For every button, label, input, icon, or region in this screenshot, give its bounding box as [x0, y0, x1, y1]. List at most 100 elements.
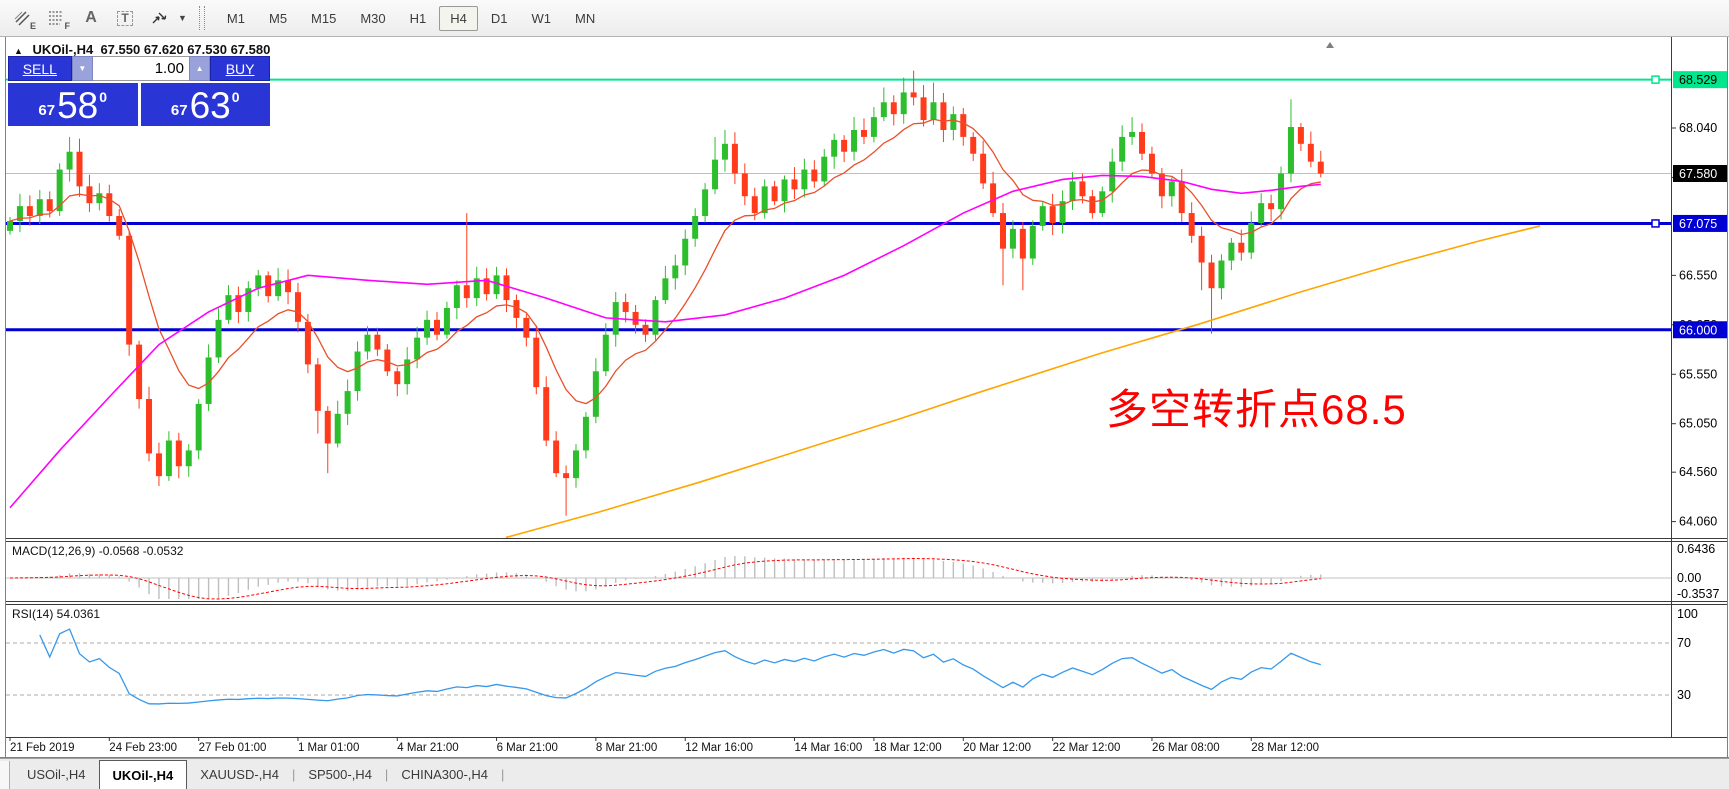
macd-indicator-label: MACD(12,26,9) -0.0568 -0.0532 — [12, 544, 184, 558]
tf-button-h4[interactable]: H4 — [439, 5, 478, 31]
price-badge-label: 67.580 — [1679, 167, 1717, 181]
volume-decrease-button[interactable]: ▼ — [71, 56, 93, 81]
price-tick-label: 68.040 — [1679, 121, 1717, 135]
candle-body — [354, 351, 361, 392]
rsi-axis-label: 30 — [1677, 688, 1691, 702]
candle-body — [185, 450, 192, 467]
candle-body — [165, 440, 172, 477]
buy-price-box[interactable]: 67 63 0 — [140, 83, 270, 126]
tab-china300[interactable]: CHINA300-,H4 — [401, 766, 489, 782]
candle-body — [205, 357, 212, 404]
candle-body — [1049, 206, 1056, 223]
candle-body — [1000, 213, 1006, 249]
candle-body — [761, 186, 768, 214]
tab-usoil[interactable]: USOil-,H4 — [27, 766, 86, 782]
candle-body — [672, 265, 679, 279]
tf-button-m5[interactable]: M5 — [268, 10, 288, 26]
chart-canvas[interactable]: 68.04067.54066.55066.05065.55065.05064.5… — [0, 37, 1729, 758]
candle-body — [453, 285, 460, 308]
candle-body — [860, 129, 867, 137]
macd-axis-label: 0.00 — [1677, 571, 1701, 585]
tab-ukoil[interactable]: UKOil-,H4 — [98, 760, 188, 789]
rsi-line — [39, 628, 1321, 705]
tf-button-d1[interactable]: D1 — [490, 10, 508, 26]
candle-body — [1317, 161, 1324, 174]
sell-button[interactable]: SELL — [8, 56, 72, 81]
candle-body — [990, 183, 997, 214]
arrows-dropdown-caret[interactable]: ▼ — [178, 13, 187, 23]
candle-body — [404, 359, 411, 385]
text-tool-icon[interactable]: A — [76, 5, 106, 31]
tab-sp500[interactable]: SP500-,H4 — [308, 766, 372, 782]
candle-body — [781, 179, 788, 202]
candle-body — [473, 278, 480, 299]
candle-body — [1009, 228, 1016, 249]
candle-body — [155, 453, 162, 477]
volume-input[interactable] — [92, 56, 189, 81]
tf-button-m1[interactable]: M1 — [226, 10, 245, 26]
top-toolbar: E F A T ▼ M1 M5 M15 M30 H1 — [0, 0, 1729, 37]
candle-body — [1178, 181, 1185, 214]
candle-body — [1268, 203, 1275, 210]
candle-body — [136, 344, 143, 399]
fibonacci-icon[interactable]: F — [42, 5, 72, 31]
candle-body — [1069, 181, 1076, 202]
candle-body — [225, 295, 232, 320]
candle-body — [175, 440, 182, 467]
label-tool-icon[interactable]: T — [110, 5, 140, 31]
candle-body — [1129, 131, 1136, 137]
fibo-glyph — [49, 11, 63, 25]
candle-body — [980, 153, 987, 184]
candle-body — [1119, 136, 1126, 162]
candle-body — [493, 275, 500, 295]
candle-body — [712, 159, 719, 190]
sell-price-box[interactable]: 67 58 0 — [8, 83, 138, 126]
tf-button-m15[interactable]: M15 — [311, 10, 337, 26]
candle-body — [731, 143, 738, 174]
equidistant-channel-icon[interactable]: E — [8, 5, 38, 31]
candle-body — [96, 193, 103, 204]
tab-xauusd[interactable]: XAUUSD-,H4 — [200, 766, 279, 782]
price-tick-label: 64.060 — [1679, 515, 1717, 529]
candle-body — [433, 319, 440, 335]
candle-body — [1307, 143, 1314, 162]
ma-fast-line — [9, 118, 1321, 405]
candle-body — [294, 292, 301, 322]
candle-body — [702, 189, 709, 217]
candle-body — [960, 114, 967, 137]
candle-body — [602, 334, 609, 372]
hline-handle — [1651, 75, 1660, 84]
arrows-tool-icon[interactable] — [144, 5, 174, 31]
price-badge — [1673, 214, 1727, 232]
tf-button-w1[interactable]: W1 — [531, 10, 552, 26]
candle-body — [1139, 131, 1146, 154]
candle-body — [821, 156, 828, 182]
candle-body — [811, 169, 818, 182]
candle-body — [56, 169, 63, 212]
candle-body — [791, 179, 798, 190]
candle-body — [364, 334, 371, 352]
candle-body — [1039, 206, 1046, 226]
candle-body — [870, 117, 877, 137]
toolbar-drag-handle[interactable] — [198, 6, 205, 30]
arrows-glyph — [152, 12, 167, 24]
candle-body — [831, 139, 838, 157]
candle-body — [1099, 191, 1106, 214]
candle-body — [463, 285, 470, 299]
price-tick-label: 65.050 — [1679, 417, 1717, 431]
buy-price-pip: 0 — [231, 89, 240, 105]
chart-title-ohlc: 67.550 67.620 67.530 67.580 — [100, 42, 271, 57]
buy-price-int: 67 — [170, 102, 188, 119]
candle-body — [1029, 225, 1036, 259]
tf-button-m30[interactable]: M30 — [360, 10, 386, 26]
candle-body — [563, 473, 570, 479]
buy-price-main: 63 — [189, 85, 231, 126]
tf-button-mn[interactable]: MN — [575, 10, 596, 26]
candle-body — [1297, 127, 1304, 144]
candle-body — [443, 307, 450, 335]
candle-body — [523, 317, 530, 338]
tf-button-h1[interactable]: H1 — [409, 10, 427, 26]
volume-increase-button[interactable]: ▲ — [188, 56, 211, 81]
buy-button[interactable]: BUY — [210, 56, 270, 81]
candle-body — [1059, 201, 1066, 223]
